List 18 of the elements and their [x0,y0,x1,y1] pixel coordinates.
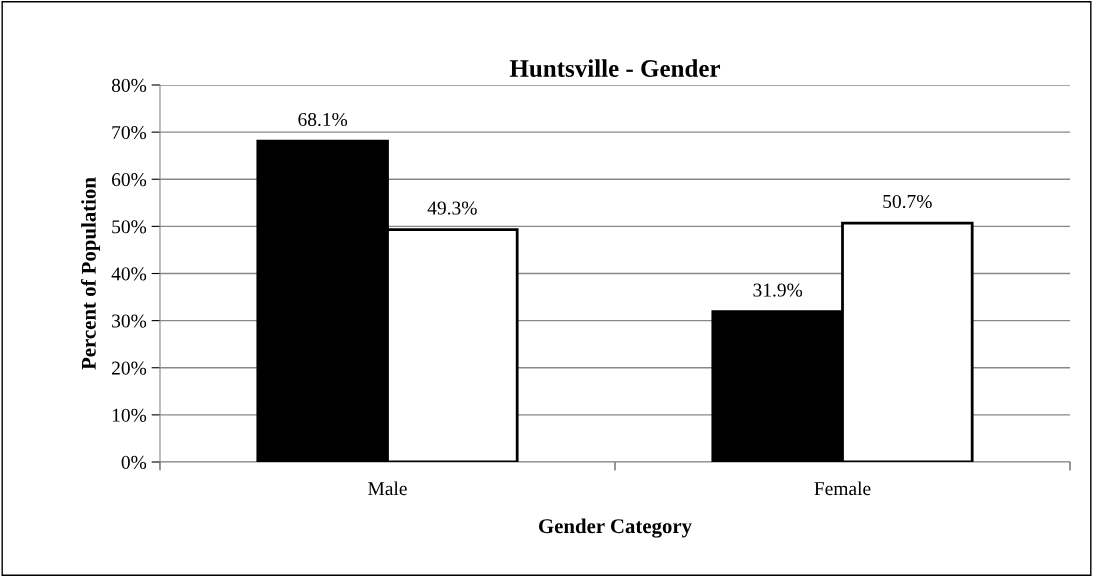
y-tick-label: 70% [112,125,147,140]
y-tick-label: 10% [112,408,147,422]
y-tick-label: 60% [112,173,147,187]
x-axis-title: Gender Category [538,518,692,538]
y-tick-label: 40% [111,267,147,281]
data-label: 50.7% [883,194,932,209]
y-tick-label: 20% [112,361,147,375]
y-tick-label: 30% [112,314,147,328]
data-label: 31.9% [753,283,803,297]
data-label: 49.3% [427,201,477,215]
x-tick-label: Male [368,481,407,496]
y-tick-label: 80% [111,78,147,92]
y-axis-title: Percent of Population [80,177,101,370]
x-tick-label: Female [814,481,871,496]
y-tick-label: 50% [112,220,147,234]
chart-title: Huntsville - Gender [509,59,721,77]
data-label: 68.1% [298,112,348,127]
y-tick-label: 0% [121,455,147,469]
